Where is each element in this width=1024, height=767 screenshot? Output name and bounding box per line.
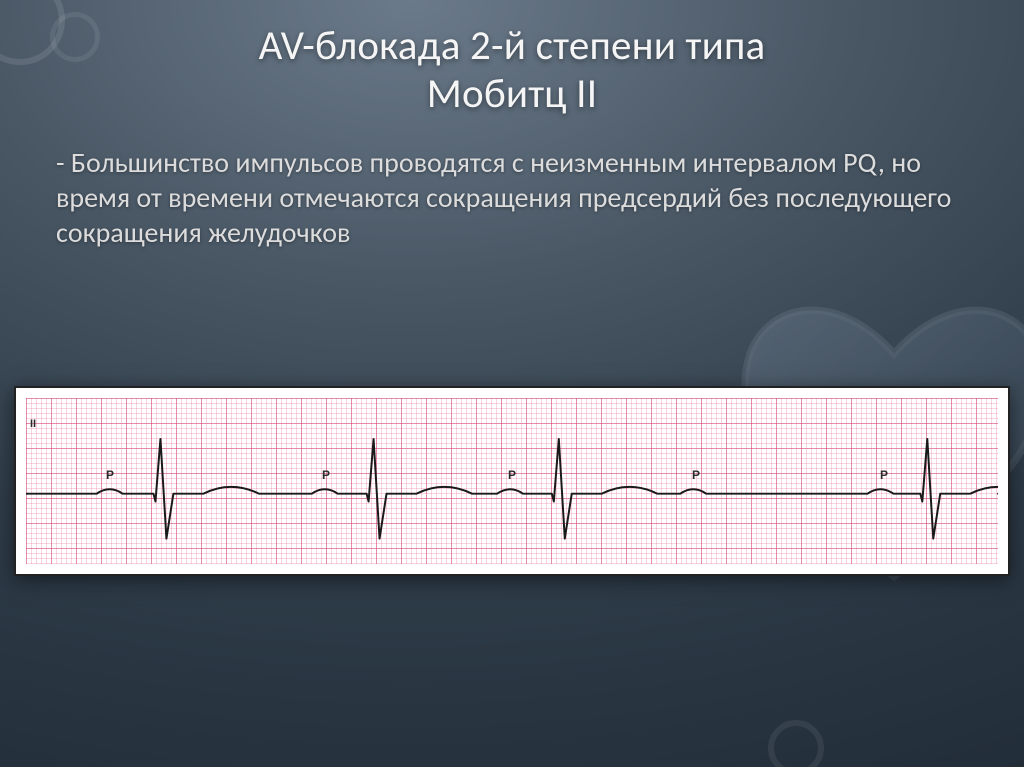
ecg-p-label: P <box>508 468 516 482</box>
ecg-strip: II PPPPP <box>14 386 1010 576</box>
slide-body-text: - Большинство импульсов проводятся с неи… <box>56 145 956 250</box>
title-line-1: AV-блокада 2-й степени типа <box>259 21 766 71</box>
ecg-p-label: P <box>106 468 114 482</box>
ecg-p-label: P <box>692 468 700 482</box>
decorative-ring <box>768 720 824 767</box>
ecg-p-label: P <box>880 468 888 482</box>
ecg-inner: II PPPPP <box>26 398 998 564</box>
ecg-p-label: P <box>322 468 330 482</box>
slide-title: AV-блокада 2-й степени типа Мобитц II <box>0 0 1024 119</box>
title-line-2: Мобитц II <box>427 69 598 119</box>
